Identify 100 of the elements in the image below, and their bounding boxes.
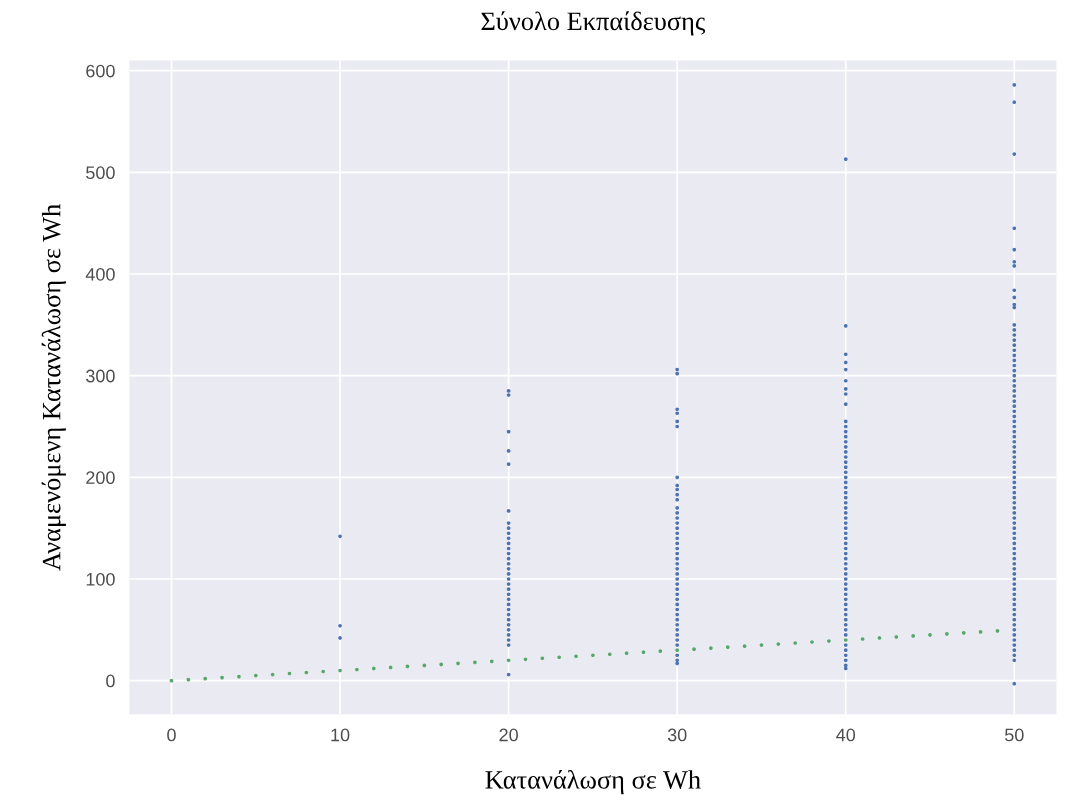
point xyxy=(843,378,848,383)
point xyxy=(506,572,511,576)
point xyxy=(843,419,848,424)
point xyxy=(675,658,680,663)
point xyxy=(675,592,680,597)
point xyxy=(928,633,932,637)
point xyxy=(506,587,511,591)
point xyxy=(843,648,848,652)
point xyxy=(725,645,730,649)
point xyxy=(675,487,680,492)
point xyxy=(843,551,848,556)
point xyxy=(843,460,848,464)
point xyxy=(675,475,680,480)
point xyxy=(506,449,511,453)
point xyxy=(506,643,511,647)
point xyxy=(843,367,848,372)
point xyxy=(843,627,848,632)
point xyxy=(523,657,528,662)
point xyxy=(843,505,848,510)
x-axis-title: Κατανάλωση σε Wh xyxy=(485,769,701,795)
point xyxy=(557,655,562,660)
point xyxy=(843,444,848,449)
point xyxy=(675,582,680,586)
point xyxy=(793,641,798,645)
point xyxy=(843,480,848,485)
point xyxy=(843,653,848,658)
point xyxy=(675,367,680,372)
point xyxy=(506,531,511,536)
point xyxy=(843,434,848,439)
point xyxy=(355,667,359,672)
point xyxy=(675,531,680,536)
point xyxy=(641,650,646,655)
point xyxy=(473,660,477,665)
point xyxy=(692,647,696,651)
point xyxy=(843,495,848,500)
point xyxy=(843,607,848,612)
point xyxy=(489,659,494,664)
point xyxy=(843,450,848,454)
point xyxy=(675,483,680,488)
point xyxy=(506,577,511,581)
point xyxy=(843,475,848,480)
point xyxy=(675,497,680,502)
point xyxy=(843,592,848,597)
point xyxy=(506,526,511,530)
point xyxy=(843,587,848,591)
point xyxy=(675,587,680,591)
point xyxy=(843,556,848,561)
y-tick-label: 600 xyxy=(86,64,115,78)
point xyxy=(675,648,680,652)
point xyxy=(506,509,511,513)
point xyxy=(675,411,680,416)
point xyxy=(843,485,848,490)
point xyxy=(624,651,629,656)
point xyxy=(506,633,511,637)
point xyxy=(843,500,848,505)
point xyxy=(675,638,680,642)
point xyxy=(843,360,848,365)
point xyxy=(843,561,848,566)
point xyxy=(675,407,680,412)
point xyxy=(456,661,460,666)
point xyxy=(675,561,680,566)
point xyxy=(843,622,848,627)
point xyxy=(877,636,882,640)
point xyxy=(843,511,848,515)
x-tick-label: 0 xyxy=(167,728,176,742)
point xyxy=(843,531,848,536)
point xyxy=(439,662,444,667)
point xyxy=(675,607,680,612)
point xyxy=(506,658,511,663)
y-tick-label: 500 xyxy=(86,166,115,180)
point xyxy=(843,541,848,546)
point xyxy=(843,424,848,429)
point xyxy=(675,572,680,576)
point xyxy=(843,566,848,571)
point xyxy=(574,654,578,659)
point xyxy=(506,561,511,566)
point xyxy=(506,597,511,602)
y-tick-label: 100 xyxy=(86,572,115,586)
point xyxy=(843,643,848,647)
point xyxy=(506,462,511,466)
point xyxy=(675,371,680,376)
point xyxy=(506,592,511,597)
point xyxy=(843,352,848,357)
point xyxy=(338,534,342,539)
point xyxy=(843,526,848,530)
x-tick-label: 40 xyxy=(836,728,856,742)
point xyxy=(506,393,511,397)
point xyxy=(843,470,848,475)
point xyxy=(843,577,848,581)
point xyxy=(675,424,680,429)
point xyxy=(759,643,764,647)
point xyxy=(709,646,713,650)
point xyxy=(843,663,848,668)
point xyxy=(321,669,326,674)
point xyxy=(843,536,848,541)
point xyxy=(843,157,848,161)
point xyxy=(860,637,865,641)
point xyxy=(338,668,342,673)
point xyxy=(675,516,680,520)
point xyxy=(506,389,511,393)
